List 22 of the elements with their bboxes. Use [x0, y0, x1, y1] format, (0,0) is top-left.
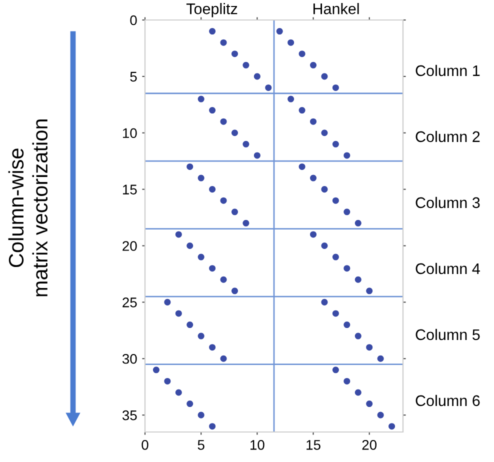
y-tick-label: 0	[130, 15, 137, 26]
text: Column 4	[416, 262, 480, 274]
text: Column 5	[416, 328, 480, 340]
y-tick-label: 5	[130, 72, 137, 82]
text: Column 3	[416, 196, 480, 208]
x-tick-label: 5	[198, 440, 204, 450]
text: Toeplitz	[186, 3, 238, 18]
x-tick-label: 0	[142, 440, 148, 450]
y-tick-label: 35	[122, 410, 137, 420]
text: Hankel	[313, 3, 359, 14]
y-tick-label: 15	[122, 184, 137, 194]
x-tick-label: 15	[306, 440, 320, 450]
text: Column-wise matrix vectorization	[8, 120, 48, 296]
y-tick-label: 20	[122, 241, 137, 251]
text: Column 6	[416, 394, 480, 406]
y-tick-label: 25	[122, 298, 137, 308]
text: Column 1	[416, 64, 480, 76]
y-tick-label: 10	[122, 128, 137, 138]
y-tick-label: 30	[122, 354, 137, 364]
x-tick-label: 20	[362, 440, 377, 450]
text: Column 2	[416, 130, 480, 142]
x-tick-label: 10	[250, 440, 264, 450]
